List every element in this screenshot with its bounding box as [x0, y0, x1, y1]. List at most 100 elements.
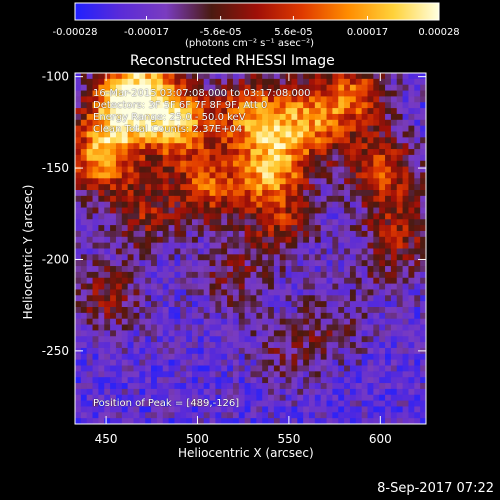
heatmap-cell	[402, 406, 409, 413]
heatmap-cell	[373, 184, 380, 191]
heatmap-cell	[80, 383, 88, 390]
heatmap-cell	[373, 330, 380, 337]
heatmap-cell	[402, 383, 409, 390]
heatmap-cell	[332, 324, 339, 331]
heatmap-cell	[215, 184, 222, 191]
heatmap-cell	[192, 307, 199, 314]
heatmap-cell	[192, 73, 199, 80]
heatmap-cell	[379, 190, 386, 197]
heatmap-cell	[262, 254, 269, 261]
heatmap-cell	[133, 143, 140, 150]
heatmap-cell	[314, 388, 322, 396]
heatmap-cell	[80, 342, 88, 349]
heatmap-cell	[75, 78, 82, 86]
heatmap-cell	[309, 383, 316, 390]
heatmap-cell	[420, 324, 427, 331]
heatmap-cell	[285, 178, 292, 185]
heatmap-cell	[156, 96, 164, 103]
heatmap-cell	[238, 137, 246, 144]
heatmap-cell	[408, 190, 415, 197]
heatmap-cell	[174, 178, 181, 185]
heatmap-cell	[420, 271, 427, 279]
heatmap-cell	[133, 230, 140, 238]
heatmap-cell	[390, 347, 398, 355]
heatmap-cell	[279, 254, 286, 261]
heatmap-cell	[361, 230, 368, 238]
heatmap-cell	[338, 336, 345, 343]
heatmap-cell	[279, 119, 286, 127]
heatmap-cell	[314, 149, 322, 156]
heatmap-cell	[139, 365, 146, 372]
heatmap-cell	[121, 271, 129, 279]
heatmap-cell	[355, 388, 363, 396]
heatmap-cell	[355, 418, 363, 425]
heatmap-cell	[180, 149, 187, 156]
heatmap-cell	[133, 254, 140, 261]
heatmap-cell	[197, 108, 205, 115]
heatmap-cell	[238, 236, 246, 244]
heatmap-cell	[373, 108, 380, 115]
heatmap-cell	[256, 342, 263, 349]
heatmap-cell	[151, 213, 158, 220]
heatmap-cell	[232, 271, 240, 279]
heatmap-cell	[314, 406, 322, 413]
heatmap-cell	[121, 248, 129, 255]
heatmap-cell	[244, 84, 251, 91]
heatmap-cell	[209, 318, 216, 325]
heatmap-cell	[408, 248, 415, 255]
heatmap-cell	[180, 143, 187, 150]
heatmap-cell	[361, 254, 368, 261]
heatmap-cell	[367, 213, 374, 220]
heatmap-cell	[367, 230, 374, 238]
heatmap-cell	[314, 184, 322, 191]
heatmap-cell	[162, 295, 169, 302]
heatmap-cell	[139, 119, 146, 127]
heatmap-cell	[127, 260, 134, 267]
heatmap-cell	[192, 330, 199, 337]
heatmap-cell	[227, 412, 234, 419]
heatmap-cell	[314, 90, 322, 97]
heatmap-cell	[390, 172, 398, 179]
heatmap-cell	[203, 78, 210, 86]
heatmap-cell	[268, 271, 275, 279]
heatmap-cell	[75, 289, 82, 296]
heatmap-cell	[320, 418, 327, 425]
heatmap-cell	[174, 172, 181, 179]
heatmap-cell	[192, 371, 199, 378]
heatmap-cell	[349, 213, 357, 220]
heatmap-cell	[244, 412, 251, 419]
heatmap-cell	[209, 242, 216, 249]
heatmap-cell	[373, 347, 380, 355]
heatmap-cell	[402, 149, 409, 156]
heatmap-cell	[139, 347, 146, 355]
heatmap-cell	[180, 301, 187, 308]
heatmap-cell	[344, 406, 351, 413]
heatmap-cell	[309, 260, 316, 267]
heatmap-cell	[291, 371, 298, 378]
heatmap-cell	[115, 318, 123, 325]
heatmap-cell	[414, 178, 421, 185]
heatmap-cell	[92, 190, 99, 197]
heatmap-cell	[285, 113, 292, 121]
heatmap-cell	[139, 242, 146, 249]
heatmap-cell	[92, 166, 99, 173]
heatmap-cell	[215, 225, 222, 232]
heatmap-cell	[349, 336, 357, 343]
heatmap-cell	[92, 371, 99, 378]
heatmap-cell	[379, 412, 386, 419]
heatmap-cell	[420, 143, 427, 150]
heatmap-cell	[396, 383, 403, 390]
heatmap-cell	[303, 137, 310, 144]
heatmap-cell	[227, 248, 234, 255]
heatmap-cell	[121, 277, 129, 284]
heatmap-cell	[309, 207, 316, 214]
heatmap-cell	[256, 195, 263, 203]
heatmap-cell	[110, 195, 117, 203]
heatmap-cell	[180, 266, 187, 273]
heatmap-cell	[186, 289, 193, 296]
heatmap-cell	[268, 277, 275, 284]
heatmap-cell	[238, 371, 246, 378]
heatmap-cell	[349, 277, 357, 284]
heatmap-cell	[250, 277, 257, 284]
heatmap-cell	[268, 406, 275, 413]
